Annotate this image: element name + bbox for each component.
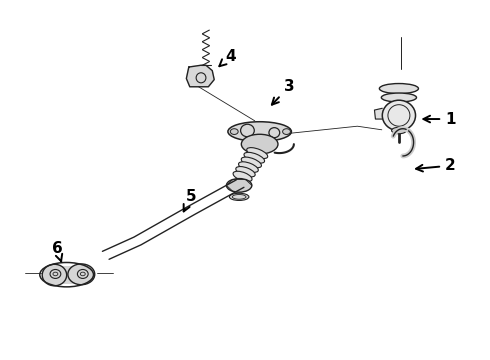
Text: 3: 3 (272, 79, 294, 105)
Ellipse shape (241, 157, 262, 168)
Ellipse shape (246, 148, 268, 159)
Ellipse shape (228, 122, 292, 141)
Text: 4: 4 (219, 49, 236, 66)
Text: 5: 5 (184, 189, 196, 211)
Ellipse shape (233, 171, 252, 181)
FancyBboxPatch shape (53, 266, 85, 284)
Ellipse shape (229, 193, 249, 201)
Ellipse shape (42, 264, 67, 286)
Text: 6: 6 (51, 240, 62, 262)
Ellipse shape (379, 84, 418, 94)
Ellipse shape (239, 162, 258, 172)
Ellipse shape (242, 134, 278, 154)
Ellipse shape (226, 179, 252, 192)
Text: 1: 1 (423, 112, 456, 126)
Polygon shape (374, 108, 382, 119)
Ellipse shape (382, 100, 416, 131)
Ellipse shape (283, 129, 291, 134)
Ellipse shape (392, 127, 406, 134)
Ellipse shape (381, 93, 416, 102)
Ellipse shape (68, 264, 95, 285)
Ellipse shape (244, 152, 265, 163)
Ellipse shape (236, 167, 255, 177)
Text: 2: 2 (416, 158, 456, 173)
Ellipse shape (230, 129, 238, 134)
Polygon shape (186, 65, 214, 87)
